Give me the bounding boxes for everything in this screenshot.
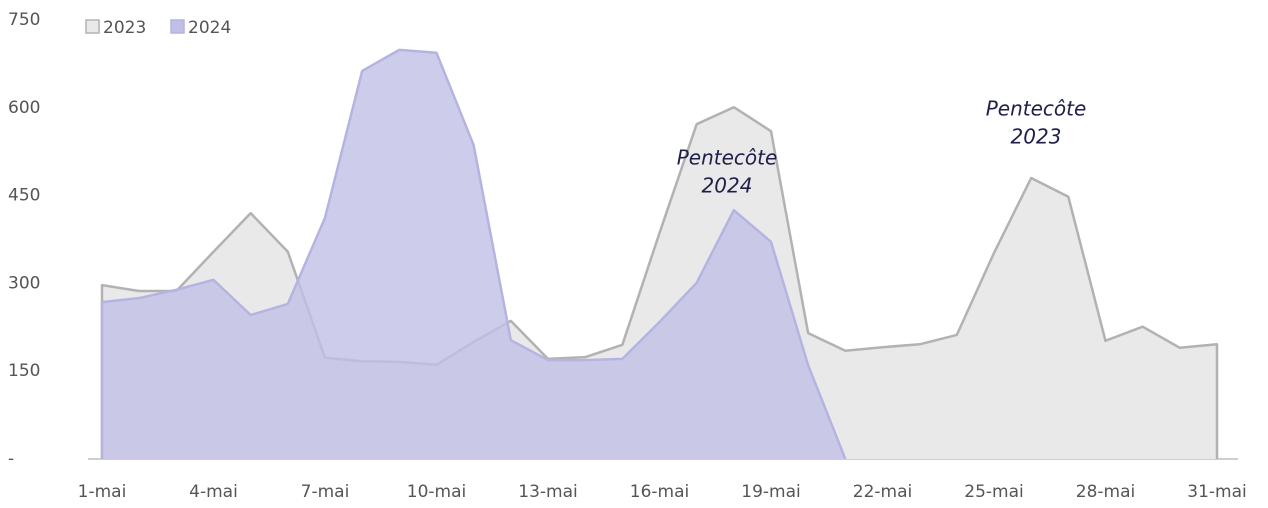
- legend-swatch: [170, 19, 185, 34]
- x-tick-label: 1-mai: [78, 482, 127, 502]
- area-fill: [102, 49, 846, 460]
- x-tick-label: 13-mai: [518, 482, 577, 502]
- y-tick-label: 450: [8, 186, 40, 206]
- y-tick-label: 600: [8, 98, 40, 118]
- x-tick-label: 28-mai: [1076, 482, 1135, 502]
- y-tick-label: 300: [8, 273, 40, 293]
- annotation: 2024: [702, 174, 753, 198]
- y-tick-label: -: [8, 449, 14, 469]
- area-line: [100, 105, 1219, 459]
- legend-label: 2023: [103, 18, 146, 38]
- x-tick-label: 31-mai: [1187, 482, 1246, 502]
- y-tick-label: 750: [8, 10, 40, 30]
- x-tick-label: 25-mai: [964, 482, 1023, 502]
- x-tick-label: 16-mai: [630, 482, 689, 502]
- x-tick-label: 10-mai: [407, 482, 466, 502]
- x-tick-label: 19-mai: [741, 482, 800, 502]
- y-tick-label: 150: [8, 361, 40, 381]
- legend-swatch: [85, 19, 100, 34]
- annotation: Pentecôte: [677, 146, 778, 170]
- annotation: Pentecôte: [986, 97, 1087, 121]
- annotation: 2023: [1011, 125, 1062, 149]
- x-tick-label: 4-mai: [189, 482, 238, 502]
- legend-label: 2024: [188, 18, 231, 38]
- x-tick-label: 7-mai: [301, 482, 350, 502]
- area-line: [100, 48, 847, 460]
- x-tick-label: 22-mai: [853, 482, 912, 502]
